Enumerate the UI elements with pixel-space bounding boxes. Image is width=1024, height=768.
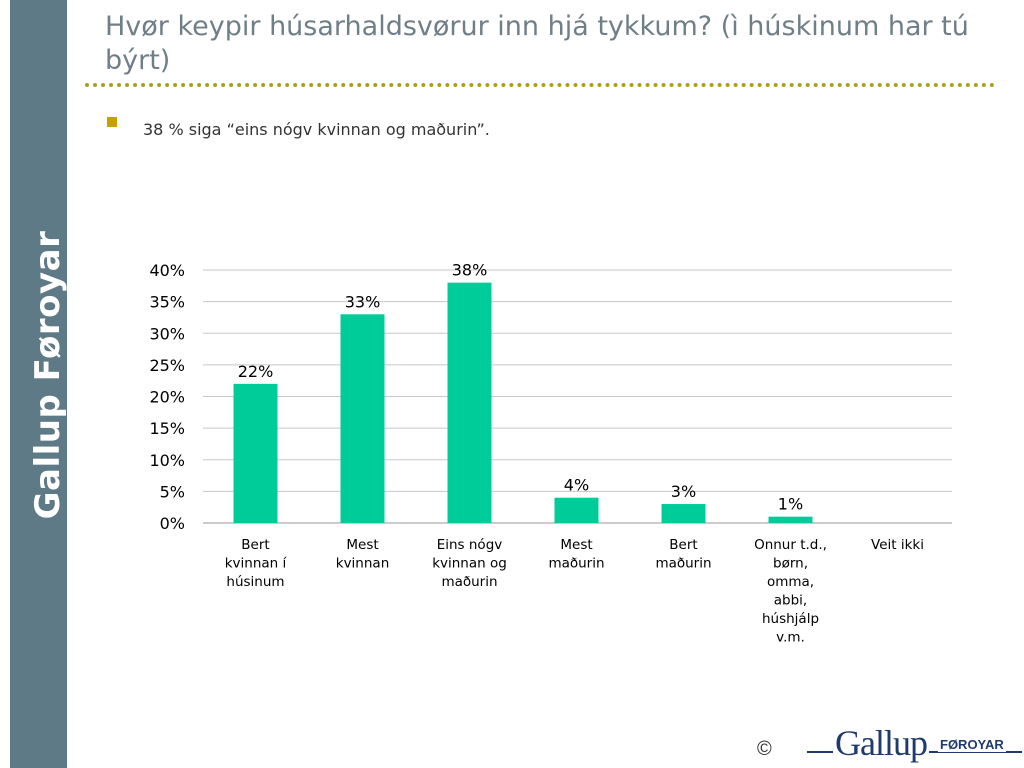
y-tick-label: 5% bbox=[160, 482, 185, 501]
x-tick-label: Bert kvinnan í húsinum bbox=[225, 537, 288, 590]
gallup-logo: Gallup bbox=[833, 723, 929, 763]
gallup-logo-subtitle: FØROYAR bbox=[938, 737, 1006, 752]
y-tick-label: 40% bbox=[149, 261, 185, 280]
y-tick-label: 15% bbox=[149, 419, 185, 438]
bar bbox=[340, 314, 385, 523]
data-label: 3% bbox=[671, 482, 696, 501]
y-tick-label: 0% bbox=[160, 514, 185, 533]
data-label: 38% bbox=[452, 261, 488, 280]
data-label: 33% bbox=[345, 292, 381, 311]
data-label: 4% bbox=[564, 476, 589, 495]
bullet-square-icon bbox=[107, 117, 117, 127]
y-tick-label: 10% bbox=[149, 451, 185, 470]
data-label: 1% bbox=[778, 495, 803, 514]
copyright-mark: © bbox=[757, 738, 772, 760]
x-tick-label: Veit ikki bbox=[871, 537, 924, 553]
y-tick-label: 30% bbox=[149, 324, 185, 343]
bar bbox=[554, 497, 599, 523]
bar bbox=[447, 282, 492, 523]
bar bbox=[768, 516, 813, 523]
bar bbox=[661, 504, 706, 523]
sidebar: Gallup Føroyar bbox=[10, 0, 68, 768]
data-label: 22% bbox=[238, 362, 274, 381]
x-tick-label: Bert maðurin bbox=[655, 537, 711, 572]
bar bbox=[233, 383, 278, 523]
x-tick-label: Eins nógv kvinnan og maðurin bbox=[432, 537, 507, 590]
slide-title: Hvør keypir húsarhaldsvørur inn hjá tykk… bbox=[105, 11, 969, 76]
x-tick-label: Onnur t.d., børn, omma, abbi, húshjálp v.m. bbox=[754, 537, 827, 646]
y-tick-label: 25% bbox=[149, 356, 185, 375]
x-tick-label: Mest kvinnan bbox=[336, 537, 390, 572]
title-divider bbox=[85, 83, 995, 87]
y-tick-label: 35% bbox=[149, 293, 185, 312]
x-tick-label: Mest maðurin bbox=[548, 537, 604, 572]
bullet-text: 38 % siga “eins nógv kvinnan og maðurin”… bbox=[143, 120, 490, 139]
y-tick-label: 20% bbox=[149, 388, 185, 407]
